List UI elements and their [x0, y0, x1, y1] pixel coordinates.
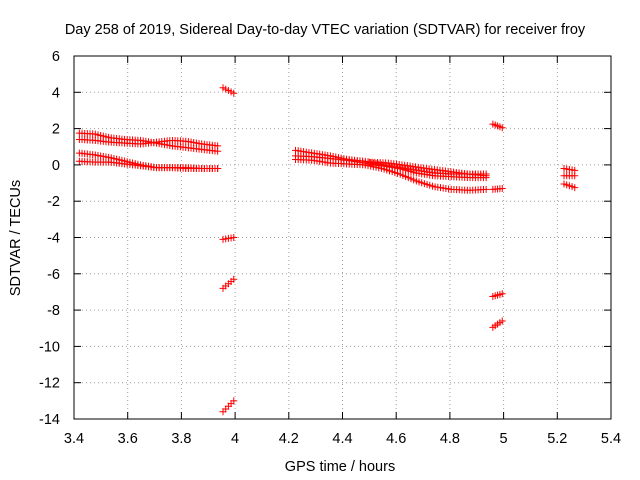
series-track-d — [75, 157, 222, 173]
series-track-n — [489, 184, 506, 193]
x-tick-label: 4.4 — [332, 431, 352, 447]
y-tick-label: -8 — [47, 303, 60, 319]
y-tick-label: 4 — [52, 85, 60, 101]
data-point — [498, 124, 506, 132]
y-tick-label: -6 — [47, 267, 60, 283]
chart-title: Day 258 of 2019, Sidereal Day-to-day VTE… — [65, 22, 586, 38]
data-point — [482, 185, 490, 193]
data-point — [498, 317, 506, 325]
x-tick-label: 5.4 — [601, 431, 621, 447]
y-tick-label: -2 — [47, 194, 60, 210]
x-tick-label: 4.6 — [386, 431, 406, 447]
y-tick-label: 2 — [52, 122, 60, 138]
series-track-m — [489, 120, 506, 132]
x-tick-label: 3.6 — [118, 431, 138, 447]
data-point — [230, 234, 238, 241]
series-track-s — [560, 180, 579, 192]
series-track-h — [219, 397, 238, 416]
x-tick-label: 5 — [500, 431, 508, 447]
y-axis-label: SDTVAR / TECUs — [8, 180, 24, 296]
series-track-f — [219, 234, 238, 243]
series-track-b — [75, 135, 222, 150]
data-point — [230, 89, 238, 97]
y-tick-label: 0 — [52, 158, 60, 174]
data-point — [230, 397, 238, 405]
y-tick-label: -12 — [39, 376, 60, 392]
series-track-l — [365, 158, 490, 180]
data-point — [498, 290, 506, 298]
series-track-e — [219, 84, 238, 97]
data-point — [571, 184, 579, 192]
y-tick-labels: -14 -12 -10 -8 -6 -4 -2 0 2 4 6 — [39, 49, 60, 428]
y-tick-label: 6 — [52, 49, 60, 65]
x-tick-label: 3.8 — [171, 431, 191, 447]
x-tick-label: 5.2 — [547, 431, 567, 447]
y-tick-label: -10 — [39, 339, 60, 355]
data-point — [498, 184, 506, 192]
series-track-k — [292, 155, 490, 194]
data-point — [230, 275, 238, 283]
x-axis-label: GPS time / hours — [285, 459, 395, 475]
series-track-r — [560, 172, 579, 180]
data-point — [482, 172, 490, 180]
ticks-layer — [73, 55, 612, 420]
x-tick-labels: 3.4 3.6 3.8 4 4.2 4.4 4.6 4.8 5 5.2 5.4 — [64, 431, 621, 447]
series-track-g — [219, 275, 238, 292]
series-track-p — [489, 317, 506, 331]
grid-layer — [74, 56, 611, 419]
data-point — [571, 172, 579, 180]
data-points-layer — [75, 84, 579, 416]
x-tick-label: 4.8 — [440, 431, 460, 447]
x-tick-label: 4 — [231, 431, 239, 447]
y-tick-label: -14 — [39, 412, 60, 428]
data-point — [214, 142, 222, 150]
y-tick-label: -4 — [47, 231, 60, 247]
data-point — [214, 165, 222, 173]
x-tick-label: 4.2 — [279, 431, 299, 447]
x-tick-label: 3.4 — [64, 431, 84, 447]
series-track-o — [489, 290, 506, 300]
